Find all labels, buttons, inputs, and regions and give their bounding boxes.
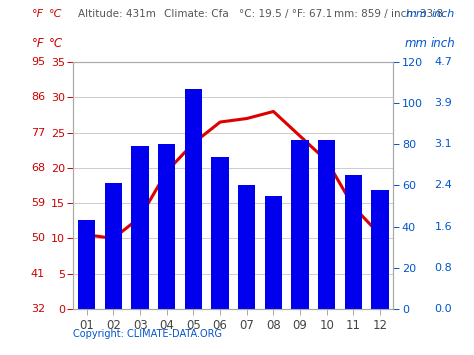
Text: 77: 77 [31, 127, 45, 138]
Bar [238, 185, 255, 309]
Text: Altitude: 431m: Altitude: 431m [78, 9, 156, 19]
Text: 3.9: 3.9 [434, 98, 452, 108]
Text: °C: °C [49, 9, 62, 19]
Text: 32: 32 [31, 304, 45, 314]
Text: 41: 41 [31, 269, 45, 279]
Text: 2.4: 2.4 [434, 180, 452, 191]
Bar [292, 140, 309, 309]
Bar [372, 190, 389, 309]
Text: °C: 19.5 / °F: 67.1: °C: 19.5 / °F: 67.1 [239, 9, 333, 19]
Text: 86: 86 [31, 92, 45, 102]
Text: 95: 95 [31, 57, 45, 67]
Text: 1.6: 1.6 [434, 222, 452, 231]
Bar [78, 220, 95, 309]
Text: 59: 59 [31, 198, 45, 208]
Text: °F: °F [32, 9, 44, 19]
Text: °C: °C [48, 37, 63, 50]
Text: Climate: Cfa: Climate: Cfa [164, 9, 228, 19]
Text: 50: 50 [31, 233, 45, 244]
Bar [318, 140, 336, 309]
Text: mm: mm [405, 37, 428, 50]
Bar [158, 144, 175, 309]
Text: 68: 68 [31, 163, 45, 173]
Text: inch: inch [431, 37, 456, 50]
Text: Copyright: CLIMATE-DATA.ORG: Copyright: CLIMATE-DATA.ORG [73, 329, 222, 339]
Bar [131, 146, 149, 309]
Text: mm: 859 / inch: 33.8: mm: 859 / inch: 33.8 [334, 9, 443, 19]
Bar [345, 175, 362, 309]
Bar [185, 89, 202, 309]
Bar [265, 196, 282, 309]
Bar [105, 184, 122, 309]
Text: °F: °F [32, 37, 44, 50]
Bar [211, 157, 229, 309]
Text: 0.8: 0.8 [434, 263, 452, 273]
Text: 4.7: 4.7 [434, 57, 452, 67]
Text: 0.0: 0.0 [434, 304, 452, 314]
Text: inch: inch [431, 9, 455, 19]
Text: mm: mm [405, 9, 427, 19]
Text: 3.1: 3.1 [434, 140, 452, 149]
